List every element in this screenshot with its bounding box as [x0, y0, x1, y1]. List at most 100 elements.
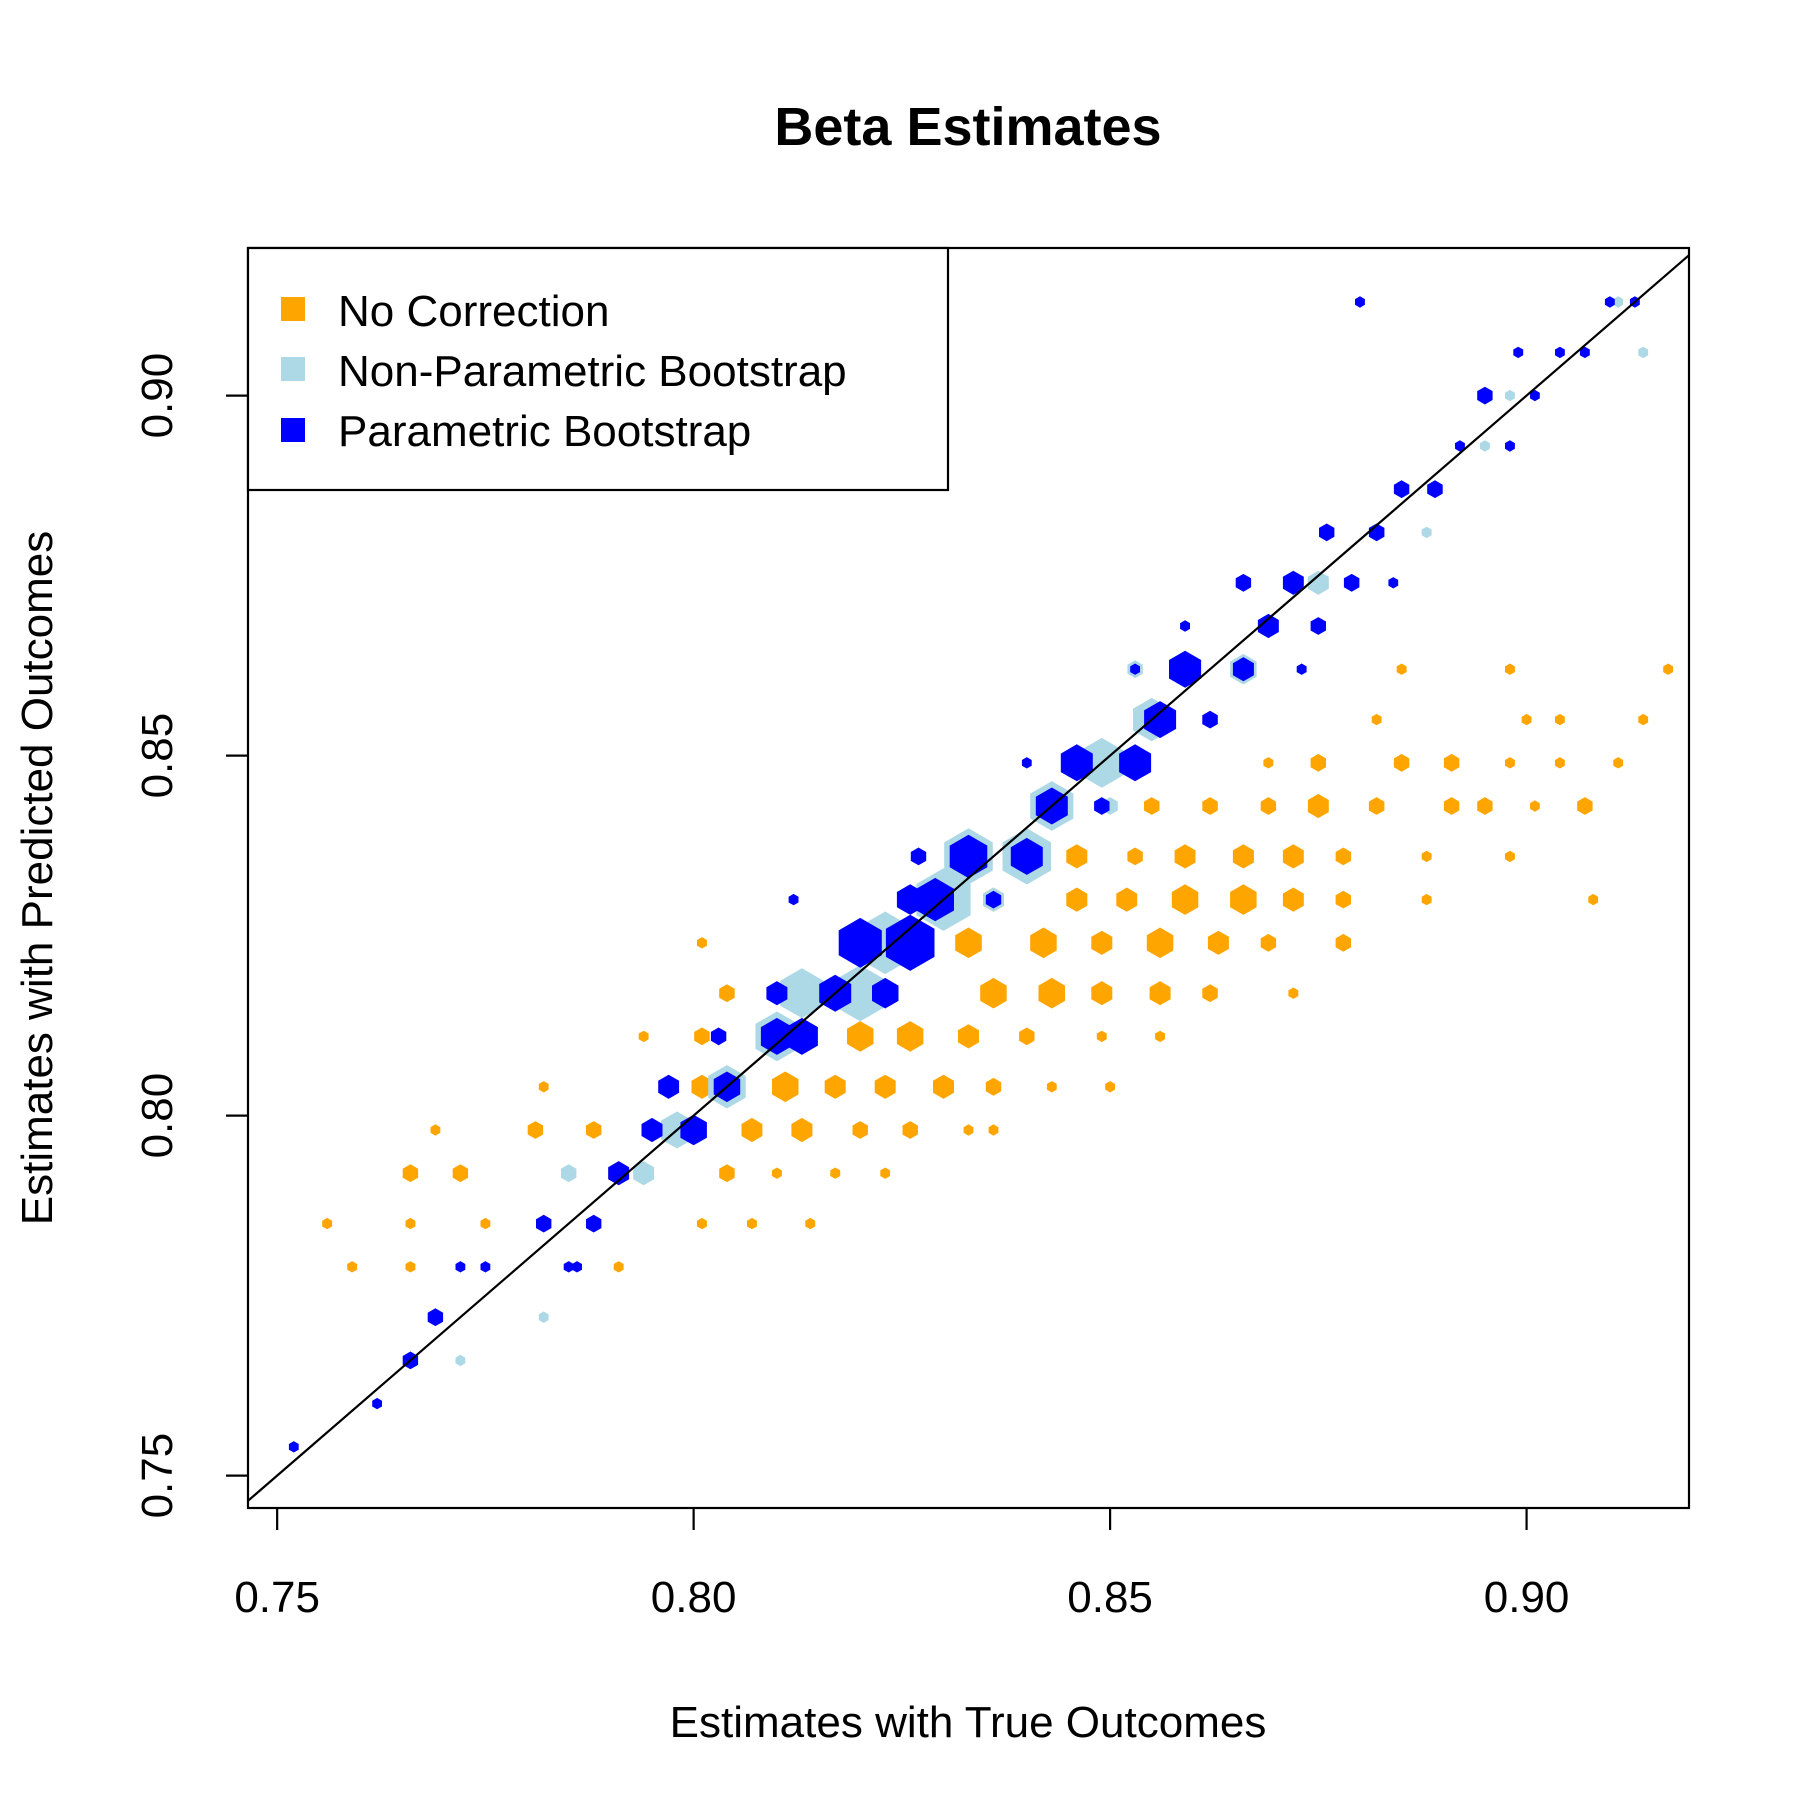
y-tick-label-0: 0.75 — [133, 1433, 182, 1519]
hex-parametric-bootstrap-45 — [1477, 386, 1493, 405]
hex-no-correction-64 — [1230, 884, 1257, 915]
hex-parametric-bootstrap-30 — [1119, 744, 1152, 782]
hex-non-parametric-bootstrap-8 — [835, 965, 885, 1022]
hex-no-correction-46 — [1046, 1081, 1057, 1093]
hex-no-correction-69 — [1282, 844, 1304, 869]
hex-no-correction-5 — [430, 1124, 441, 1136]
hex-no-correction-87 — [1505, 850, 1515, 863]
hex-no-correction-43 — [1019, 1027, 1035, 1046]
hex-parametric-bootstrap-13 — [710, 1027, 727, 1046]
legend-label-parametric-bootstrap: Parametric Bootstrap — [338, 407, 751, 456]
hex-no-correction-81 — [1421, 893, 1432, 906]
legend-label-non-parametric-bootstrap: Non-Parametric Bootstrap — [338, 347, 847, 396]
hex-parametric-bootstrap-15 — [760, 1017, 793, 1055]
hex-no-correction-53 — [1116, 887, 1138, 912]
hex-no-correction-38 — [958, 1024, 979, 1049]
hex-no-correction-28 — [830, 1167, 841, 1179]
hex-no-correction-72 — [1307, 793, 1329, 819]
hex-parametric-bootstrap-59 — [1513, 346, 1524, 359]
hex-parametric-bootstrap-26 — [1010, 837, 1043, 875]
hex-no-correction-79 — [1393, 753, 1410, 772]
hex-parametric-bootstrap-5 — [480, 1261, 491, 1273]
hex-parametric-bootstrap-25 — [985, 890, 1002, 909]
hex-no-correction-9 — [538, 1081, 549, 1093]
hex-parametric-bootstrap-44 — [1455, 440, 1465, 452]
hex-no-correction-82 — [1421, 850, 1432, 863]
hex-no-correction-51 — [1105, 1081, 1115, 1093]
hex-parametric-bootstrap-31 — [1144, 701, 1177, 739]
hex-no-correction-71 — [1263, 757, 1274, 769]
hex-no-correction-25 — [791, 1117, 813, 1143]
hex-parametric-bootstrap-23 — [916, 877, 954, 922]
hex-parametric-bootstrap-55 — [1130, 663, 1140, 675]
hex-non-parametric-bootstrap-23 — [1480, 440, 1490, 452]
hex-no-correction-66 — [1260, 797, 1277, 815]
hex-no-correction-37 — [988, 1124, 999, 1136]
hex-parametric-bootstrap-58 — [1388, 577, 1399, 589]
hex-no-correction-40 — [955, 927, 982, 959]
hex-parametric-bootstrap-50 — [1604, 296, 1615, 308]
hex-parametric-bootstrap-1 — [372, 1397, 382, 1410]
hex-parametric-bootstrap-57 — [1296, 663, 1307, 675]
hex-no-correction-4 — [402, 1164, 419, 1183]
hex-parametric-bootstrap-9 — [608, 1161, 630, 1186]
hex-no-correction-62 — [1207, 930, 1229, 955]
hex-no-correction-6 — [452, 1164, 469, 1183]
hex-non-parametric-bootstrap-2 — [561, 1164, 577, 1183]
hex-no-correction-30 — [847, 1021, 874, 1052]
hex-no-correction-75 — [1335, 847, 1351, 866]
hex-parametric-bootstrap-37 — [1282, 570, 1304, 595]
hex-no-correction-74 — [1335, 890, 1351, 909]
hex-no-correction-57 — [1149, 981, 1171, 1006]
hex-parametric-bootstrap-10 — [641, 1117, 663, 1143]
hex-no-correction-23 — [772, 1167, 782, 1179]
hex-parametric-bootstrap-28 — [1060, 744, 1093, 782]
hex-parametric-bootstrap-17 — [785, 1017, 818, 1055]
y-axis: 0.75 0.80 0.85 0.90 — [133, 353, 248, 1519]
hex-no-correction-60 — [1174, 844, 1196, 869]
hex-no-correction-48 — [1066, 844, 1088, 869]
hex-parametric-bootstrap-16 — [766, 981, 788, 1006]
hex-no-correction-47 — [1066, 887, 1088, 912]
hex-parametric-bootstrap-35 — [1257, 613, 1279, 639]
hex-no-correction-16 — [694, 1027, 710, 1046]
y-tick-label-3: 0.90 — [133, 353, 182, 439]
hex-no-correction-90 — [1530, 800, 1540, 812]
hex-no-correction-89 — [1521, 713, 1532, 726]
hex-parametric-bootstrap-61 — [572, 1261, 582, 1273]
hex-non-parametric-bootstrap-24 — [1505, 389, 1515, 402]
x-tick-label-0: 0.75 — [234, 1573, 320, 1622]
hex-no-correction-88 — [1505, 663, 1515, 675]
hex-non-parametric-bootstrap-19 — [1307, 570, 1329, 595]
hex-no-correction-78 — [1371, 713, 1382, 726]
hex-parametric-bootstrap-0 — [288, 1441, 299, 1453]
hex-no-correction-91 — [1555, 757, 1565, 769]
hex-non-parametric-bootstrap-1 — [538, 1311, 549, 1323]
hex-no-correction-50 — [1091, 981, 1113, 1006]
hex-no-correction-0 — [322, 1217, 333, 1230]
hex-no-correction-80 — [1396, 663, 1407, 675]
hex-parametric-bootstrap-8 — [586, 1214, 602, 1233]
hex-parametric-bootstrap-3 — [427, 1308, 444, 1327]
hex-no-correction-2 — [405, 1261, 416, 1273]
hex-parametric-bootstrap-32 — [1169, 650, 1202, 688]
hex-no-correction-24 — [772, 1071, 799, 1103]
hex-no-correction-55 — [1144, 797, 1160, 815]
legend-label-no-correction: No Correction — [338, 287, 609, 336]
hex-no-correction-21 — [741, 1117, 763, 1143]
hex-parametric-bootstrap-56 — [1180, 620, 1190, 632]
hex-no-correction-17 — [719, 984, 735, 1003]
hex-no-correction-44 — [1030, 927, 1057, 959]
hex-no-correction-45 — [1038, 977, 1065, 1009]
hex-no-correction-84 — [1443, 753, 1460, 772]
hex-no-correction-92 — [1555, 713, 1565, 726]
hex-no-correction-36 — [963, 1124, 974, 1136]
x-axis: 0.75 0.80 0.85 0.90 — [234, 1508, 1569, 1622]
x-tick-label-3: 0.90 — [1484, 1573, 1570, 1622]
hex-no-correction-52 — [1096, 1030, 1107, 1043]
hex-no-correction-59 — [1171, 884, 1199, 915]
hex-no-correction-41 — [980, 977, 1007, 1009]
hex-no-correction-11 — [613, 1261, 624, 1273]
hex-parametric-bootstrap-20 — [872, 977, 899, 1009]
hex-no-correction-49 — [1091, 930, 1113, 955]
